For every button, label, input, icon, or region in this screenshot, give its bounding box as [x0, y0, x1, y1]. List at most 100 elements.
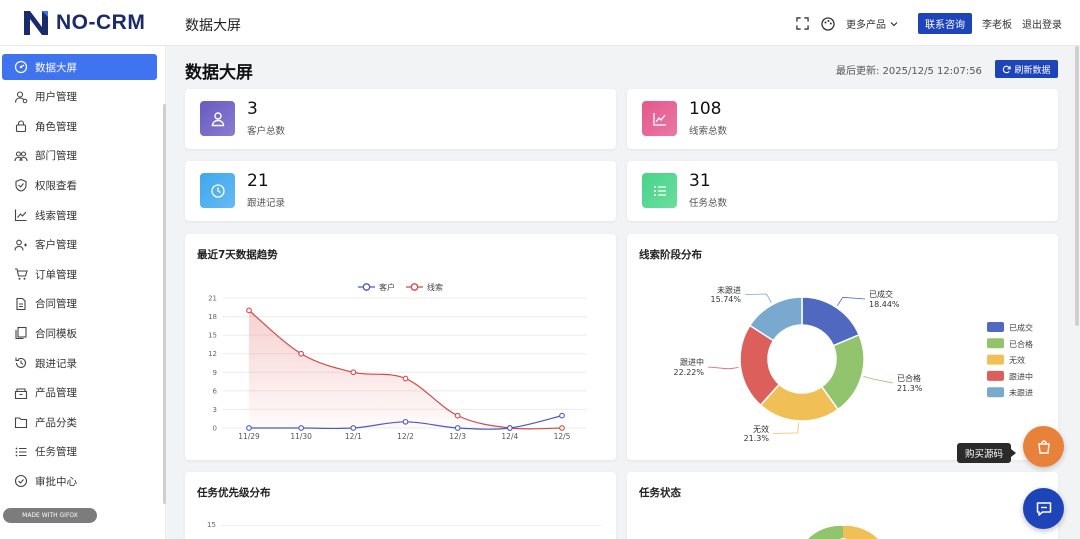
consult-button[interactable]: 联系咨询: [918, 13, 972, 34]
data-point[interactable]: [246, 307, 252, 314]
pie-slice[interactable]: [748, 296, 803, 342]
status-pie-slice[interactable]: [799, 525, 843, 539]
top-bar: NO-CRM 数据大屏 更多产品 联系咨询 李老板 退出登录: [0, 0, 1080, 46]
buy-source-button[interactable]: [1023, 426, 1064, 467]
grid-line: [221, 525, 601, 526]
list-icon: [653, 185, 666, 196]
more-products-dropdown[interactable]: 更多产品: [846, 16, 898, 31]
chart-title: 最近7天数据趋势: [197, 249, 278, 261]
data-point[interactable]: [402, 375, 409, 382]
sidebar-item[interactable]: 客户管理: [2, 232, 157, 258]
sidebar-item[interactable]: 订单管理: [2, 261, 157, 287]
slice-label: 已合格: [897, 373, 921, 383]
sidebar: 数据大屏用户管理角色管理部门管理权限查看线索管理客户管理订单管理合同管理合同模板…: [0, 46, 166, 539]
slice-percent: 22.22%: [673, 368, 704, 377]
legend-label: 跟进中: [1009, 371, 1033, 381]
user-name[interactable]: 李老板: [982, 20, 1012, 31]
chat-button[interactable]: [1023, 488, 1064, 529]
sidebar-item-label: 线索管理: [35, 209, 77, 222]
sidebar-item[interactable]: 合同模板: [2, 320, 157, 346]
stat-value: 21: [247, 171, 269, 191]
legend-item[interactable]: 未跟进: [987, 387, 1033, 398]
sidebar-item[interactable]: 审批中心: [2, 468, 157, 494]
logout-link[interactable]: 退出登录: [1022, 20, 1062, 31]
status-pie-chart[interactable]: [627, 472, 1058, 539]
slice-percent: 15.74%: [710, 295, 741, 304]
refresh-label: 刷新数据: [1014, 65, 1051, 76]
data-point[interactable]: [454, 425, 461, 431]
legend-item[interactable]: 跟进中: [987, 370, 1033, 382]
data-point[interactable]: [506, 425, 513, 431]
slice-label: 无效: [753, 424, 769, 434]
y-tick-label: 3: [213, 406, 217, 414]
chart-title: 任务优先级分布: [197, 487, 271, 499]
legend-item[interactable]: 线索: [406, 282, 443, 292]
theme-palette-icon[interactable]: [820, 16, 836, 32]
y-tick-label: 15: [207, 521, 216, 529]
sidebar-item-label: 权限查看: [35, 179, 77, 192]
page-title: 数据大屏: [185, 63, 253, 83]
data-point[interactable]: [246, 425, 252, 431]
y-tick-label: 15: [208, 332, 217, 340]
sidebar-item-label: 产品管理: [35, 387, 77, 400]
y-tick-label: 9: [213, 369, 217, 377]
x-tick-label: 12/1: [345, 432, 362, 441]
legend-item[interactable]: 无效: [987, 354, 1025, 366]
sidebar-item[interactable]: 线索管理: [2, 202, 157, 228]
data-point[interactable]: [350, 369, 357, 376]
sidebar-item-label: 用户管理: [35, 91, 77, 104]
y-tick-label: 18: [208, 313, 217, 321]
status-pie-slice[interactable]: [843, 525, 887, 539]
x-tick-label: 12/5: [554, 432, 571, 441]
team-icon: [14, 149, 28, 163]
label-leader-line: [744, 293, 772, 304]
data-point[interactable]: [298, 350, 305, 357]
sidebar-item-label: 合同管理: [35, 298, 77, 311]
status-chart-card: 任务状态: [627, 472, 1058, 539]
customer-icon: [14, 238, 28, 252]
sidebar-item[interactable]: 用户管理: [2, 84, 157, 110]
shield-icon: [14, 178, 28, 192]
data-point[interactable]: [559, 412, 565, 419]
stat-label: 线索总数: [689, 126, 728, 137]
fullscreen-icon[interactable]: [794, 16, 810, 32]
trend-line-chart[interactable]: 0 3 6 9 12 15 18 21 11/29 11/30 12/1 12/2 12/3 12/4 12…: [185, 234, 616, 460]
user-icon: [14, 90, 28, 104]
sidebar-item-label: 客户管理: [35, 239, 77, 252]
stage-donut-chart[interactable]: 已成交18.44%已合格21.3%无效21.3%跟进中22.22%未跟进15.7…: [627, 234, 1058, 460]
slice-label: 已成交: [869, 289, 893, 299]
logo-text: NO-CRM: [56, 11, 146, 34]
logo[interactable]: NO-CRM: [22, 9, 145, 37]
refresh-button[interactable]: 刷新数据: [995, 60, 1058, 78]
sidebar-scrollbar[interactable]: [163, 104, 166, 504]
sidebar-item[interactable]: 合同管理: [2, 291, 157, 317]
sidebar-item[interactable]: 数据大屏: [2, 54, 157, 80]
stat-card-tasks: 31 任务总数: [627, 161, 1058, 221]
last-update-text: 最后更新: 2025/12/5 12:07:56: [836, 66, 982, 77]
data-point[interactable]: [559, 425, 565, 431]
list-icon: [14, 445, 28, 459]
sidebar-item[interactable]: 角色管理: [2, 113, 157, 139]
sidebar-item-label: 产品分类: [35, 416, 77, 429]
legend-item[interactable]: 客户: [358, 282, 395, 292]
label-leader-line: [837, 296, 866, 306]
data-point[interactable]: [454, 412, 461, 419]
sidebar-item[interactable]: 权限查看: [2, 172, 157, 198]
user-icon: [211, 111, 224, 126]
data-point[interactable]: [350, 425, 357, 431]
sidebar-item[interactable]: 部门管理: [2, 143, 157, 169]
data-point[interactable]: [402, 418, 409, 425]
sidebar-item[interactable]: 产品分类: [2, 409, 157, 435]
sidebar-item[interactable]: 任务管理: [2, 439, 157, 465]
trend-chart-card: 最近7天数据趋势 0 3 6 9 12 15 18 21 11/29 11/30 12/1 12/2 1…: [185, 234, 616, 460]
sidebar-item[interactable]: 跟进记录: [2, 350, 157, 376]
legend-label: 已合格: [1009, 339, 1033, 349]
data-point[interactable]: [298, 425, 305, 431]
sidebar-item[interactable]: 产品管理: [2, 380, 157, 406]
page-scrollbar[interactable]: [1075, 46, 1079, 326]
folder-icon: [14, 415, 28, 429]
legend-item[interactable]: 已合格: [987, 338, 1033, 349]
sidebar-item-label: 角色管理: [35, 120, 77, 133]
legend-item[interactable]: 已成交: [987, 322, 1033, 333]
gifox-watermark: MADE WITH GIFOX: [3, 508, 97, 523]
